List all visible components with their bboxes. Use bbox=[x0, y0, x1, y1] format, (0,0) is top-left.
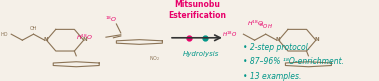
Text: N: N bbox=[83, 37, 87, 42]
Text: OH: OH bbox=[30, 26, 37, 31]
Text: N: N bbox=[43, 37, 48, 42]
Text: HO: HO bbox=[0, 32, 8, 37]
Text: N: N bbox=[275, 37, 280, 42]
Text: • 13 examples.: • 13 examples. bbox=[243, 72, 302, 81]
Text: Hydrolysis: Hydrolysis bbox=[183, 51, 219, 57]
Text: $^{18}$O: $^{18}$O bbox=[105, 14, 118, 24]
Text: • 2-step protocol.: • 2-step protocol. bbox=[243, 43, 310, 52]
Text: • 87–96% ¹⁸O-enrichment.: • 87–96% ¹⁸O-enrichment. bbox=[243, 57, 345, 66]
Text: N: N bbox=[315, 37, 319, 42]
Text: H$^{18}$O: H$^{18}$O bbox=[222, 30, 238, 39]
Text: NO$_2$: NO$_2$ bbox=[149, 54, 160, 63]
Text: Mitsunobu
Esterification: Mitsunobu Esterification bbox=[168, 0, 226, 20]
Text: $^{18}$OH: $^{18}$OH bbox=[258, 22, 273, 31]
Text: H$^{18}$O: H$^{18}$O bbox=[247, 19, 264, 28]
Text: H$^{18}$O: H$^{18}$O bbox=[76, 33, 93, 42]
